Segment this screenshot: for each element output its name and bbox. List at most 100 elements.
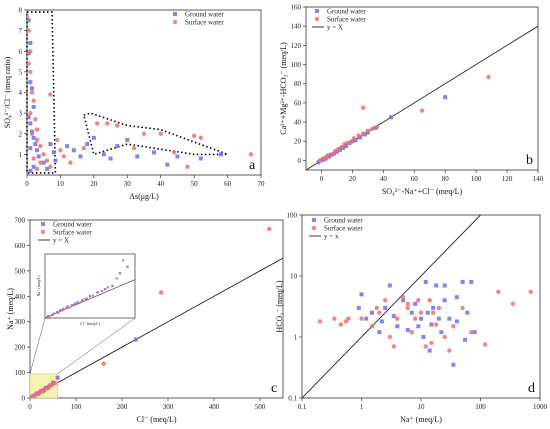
ground-water-point: [48, 142, 53, 147]
ground-water-point: [421, 335, 426, 339]
ground-water-point: [383, 305, 388, 310]
surface-water-point: [436, 305, 442, 311]
ground-water-point: [391, 314, 396, 319]
x-tick-label: 0: [320, 175, 324, 183]
legend-label: y = X: [53, 237, 69, 245]
ground-water-point: [419, 316, 423, 321]
inset-ground-point: [118, 272, 122, 275]
surface-water-point: [348, 139, 354, 145]
ground-water-point: [41, 160, 46, 165]
ground-water-point: [439, 330, 444, 335]
y-tick-label: 100: [287, 212, 298, 220]
y-tick-label: 140: [291, 23, 302, 31]
surface-water-point: [28, 110, 33, 116]
legend-label: Ground water: [185, 11, 224, 19]
ground-water-point: [405, 328, 410, 333]
legend-label: Surface water: [327, 16, 366, 24]
ground-water-point: [469, 279, 474, 284]
surface-water-point: [405, 305, 410, 311]
ground-water-point: [35, 148, 40, 153]
x-tick-label: 400: [209, 403, 220, 411]
ground-water-point: [71, 148, 76, 153]
surface-water-point: [68, 160, 73, 165]
ground-water-point: [423, 279, 428, 284]
ground-water-point: [443, 95, 448, 100]
legend-ground-marker: [315, 9, 319, 13]
inset-surface-point: [64, 307, 68, 310]
legend-label: y = X: [327, 24, 343, 32]
x-tick-label: 0: [28, 403, 32, 411]
dotted-cluster-outline: [26, 11, 57, 174]
surface-water-point: [377, 310, 382, 315]
ground-water-point: [28, 168, 33, 173]
surface-water-point: [141, 131, 147, 136]
x-tick-label: 120: [502, 175, 513, 183]
y-tick-label: 3: [19, 110, 23, 118]
y-tick-label: 5: [19, 68, 23, 76]
surface-water-point: [53, 381, 58, 386]
y-tick-label: 6: [19, 48, 23, 56]
x-tick-label: 0.1: [298, 403, 307, 411]
inset-surface-point: [84, 297, 87, 301]
surface-water-point: [387, 334, 393, 340]
inset-ground-point: [81, 298, 84, 302]
surface-water-point: [317, 319, 323, 324]
surface-water-point: [58, 148, 63, 153]
x-axis-title: Cl⁻ (meq/L): [137, 415, 177, 424]
inset-ground-point: [103, 288, 107, 291]
surface-water-point: [361, 105, 366, 110]
inset-ground-point: [96, 291, 99, 294]
ground-water-point: [427, 348, 432, 353]
surface-water-point: [44, 158, 50, 163]
x-tick-label: 140: [533, 175, 544, 183]
y-tick-label: 60: [294, 99, 302, 107]
surface-water-point: [433, 322, 439, 327]
surface-water-point: [460, 305, 465, 311]
surface-water-point: [81, 145, 87, 151]
inset-ground-point: [126, 265, 129, 268]
ground-water-point: [359, 292, 364, 297]
y-tick-label: 700: [15, 217, 26, 225]
legend-ground-marker: [41, 222, 45, 226]
inset-frame: [44, 253, 136, 319]
surface-water-point: [332, 316, 337, 321]
ground-water-point: [416, 324, 421, 329]
legend-label: Ground water: [327, 8, 366, 16]
y-tick-label: 0: [22, 395, 26, 403]
ground-water-point: [369, 310, 374, 315]
x-tick-label: 200: [117, 403, 128, 411]
ground-water-point: [454, 319, 459, 324]
inset-ground-point: [88, 295, 92, 298]
x-tick-label: 500: [255, 403, 266, 411]
surface-water-point: [483, 342, 488, 347]
surface-water-point: [171, 150, 177, 155]
ground-water-point: [53, 158, 58, 163]
ground-water-point: [27, 115, 31, 120]
inset-surface-point: [60, 309, 63, 312]
inset-reference-line: [44, 279, 136, 319]
y-tick-label: 120: [291, 42, 302, 50]
surface-water-point: [320, 156, 326, 161]
x-tick-label: 30: [124, 180, 132, 188]
ground-water-point: [28, 80, 33, 85]
surface-water-point: [34, 166, 40, 172]
legend-ground-marker: [173, 12, 177, 16]
inset-surface-point: [115, 277, 119, 280]
y-tick-label: 100: [291, 61, 302, 69]
ground-water-point: [36, 154, 41, 159]
surface-water-point: [391, 344, 397, 349]
surface-water-point: [405, 301, 410, 307]
inset-connector: [29, 317, 46, 374]
x-tick-label: 60: [224, 180, 232, 188]
ground-water-point: [55, 375, 60, 380]
x-tick-label: 1000: [533, 403, 548, 411]
y-tick-label: 0: [298, 157, 302, 165]
ground-water-point: [395, 324, 400, 329]
surface-water-point: [330, 152, 335, 157]
surface-water-point: [496, 289, 501, 295]
ground-water-point: [451, 362, 456, 367]
inset-surface-point: [79, 300, 83, 304]
inset-ground-point: [85, 297, 89, 300]
dotted-cluster-outline: [82, 112, 228, 156]
inset-surface-point: [72, 303, 75, 307]
